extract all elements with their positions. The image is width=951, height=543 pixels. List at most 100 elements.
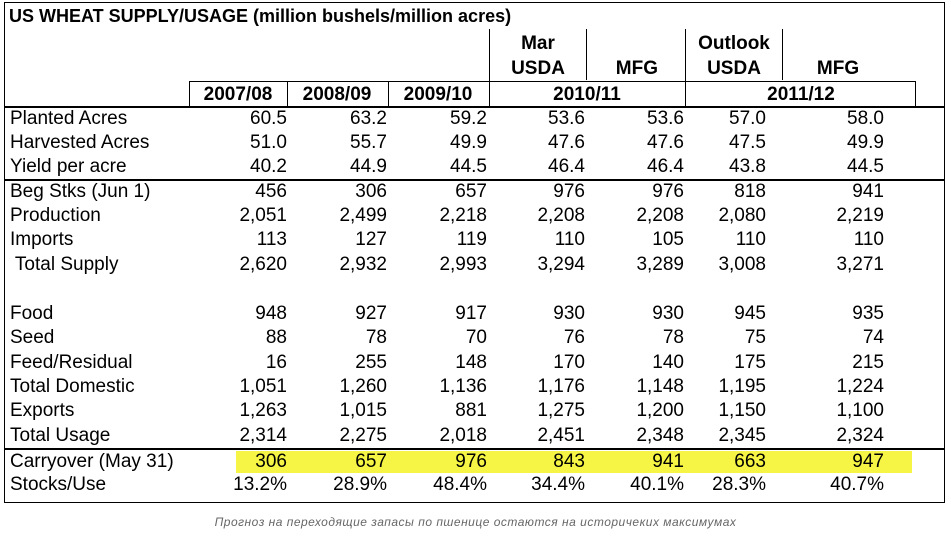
table-cell: 55.7 <box>350 132 387 153</box>
table-cell: 28.3% <box>712 474 766 495</box>
table-cell: 76 <box>563 327 585 348</box>
row-label: Stocks/Use <box>10 474 107 495</box>
table-cell: 105 <box>652 229 684 250</box>
table-cell: 976 <box>553 181 585 202</box>
table-cell: 1,275 <box>537 400 585 421</box>
row-label: Feed/Residual <box>10 352 133 373</box>
year-2011-12: 2011/12 <box>767 84 835 105</box>
table-cell: 13.2% <box>233 474 287 495</box>
table-cell: 49.9 <box>847 132 884 153</box>
table-cell: 3,008 <box>718 254 766 275</box>
table-cell: 2,018 <box>439 425 487 446</box>
table-cell: 140 <box>652 352 684 373</box>
table-cell: 1,100 <box>836 400 884 421</box>
table-cell: 16 <box>265 352 287 373</box>
table-cell: 255 <box>355 352 387 373</box>
row-label: Harvested Acres <box>10 132 150 153</box>
table-cell: 44.5 <box>450 156 487 177</box>
table-cell: 456 <box>255 181 287 202</box>
table-cell: 948 <box>255 303 287 324</box>
year-2008-09: 2008/09 <box>302 84 372 105</box>
table-cell: 51.0 <box>250 132 287 153</box>
row-label: Production <box>10 205 101 226</box>
header-outlook: Outlook <box>698 33 770 54</box>
table-cell: 2,218 <box>439 205 487 226</box>
year-2009-10: 2009/10 <box>403 84 473 105</box>
table-cell: 2,620 <box>239 254 287 275</box>
section-rule <box>4 179 945 181</box>
header-bottom-rule <box>4 106 945 108</box>
table-cell: 306 <box>255 451 287 472</box>
table-cell: 63.2 <box>350 108 387 129</box>
table-cell: 2,499 <box>339 205 387 226</box>
header-divider <box>489 29 490 108</box>
header-mfg-2011: MFG <box>816 58 860 79</box>
section-rule <box>4 448 945 450</box>
table-cell: 930 <box>553 303 585 324</box>
row-label: Food <box>10 303 54 324</box>
table-cell: 945 <box>734 303 766 324</box>
table-cell: 941 <box>852 181 884 202</box>
header-usda-2010: USDA <box>511 58 565 79</box>
table-cell: 40.2 <box>250 156 287 177</box>
table-cell: 170 <box>553 352 585 373</box>
table-cell: 657 <box>455 181 487 202</box>
table-cell: 47.6 <box>647 132 684 153</box>
table-cell: 48.4% <box>433 474 487 495</box>
table-frame <box>4 2 945 503</box>
image-caption: Прогноз на переходящие запасы по пшенице… <box>214 515 737 529</box>
table-cell: 49.9 <box>450 132 487 153</box>
table-cell: 947 <box>852 451 884 472</box>
header-mar: Mar <box>521 33 555 54</box>
year-2010-11: 2010/11 <box>553 84 621 105</box>
table-cell: 75 <box>744 327 766 348</box>
table-cell: 930 <box>652 303 684 324</box>
row-label: Carryover (May 31) <box>10 451 174 472</box>
table-cell: 1,224 <box>836 376 884 397</box>
row-label: Total Supply <box>10 254 119 275</box>
table-cell: 1,150 <box>718 400 766 421</box>
table-cell: 47.5 <box>729 132 766 153</box>
header-divider <box>915 81 916 108</box>
row-label: Seed <box>10 327 55 348</box>
table-cell: 110 <box>554 229 585 250</box>
table-cell: 2,314 <box>239 425 287 446</box>
table-cell: 58.0 <box>847 108 884 129</box>
header-divider <box>782 29 783 80</box>
table-cell: 110 <box>853 229 884 250</box>
table-cell: 1,136 <box>439 376 487 397</box>
year-2007-08: 2007/08 <box>203 84 273 105</box>
table-cell: 663 <box>734 451 766 472</box>
table-cell: 657 <box>355 451 387 472</box>
table-cell: 59.2 <box>450 108 487 129</box>
table-cell: 843 <box>553 451 585 472</box>
header-divider <box>685 29 686 108</box>
table-cell: 1,200 <box>636 400 684 421</box>
table-cell: 60.5 <box>250 108 287 129</box>
table-cell: 110 <box>735 229 766 250</box>
table-cell: 2,993 <box>439 254 487 275</box>
table-cell: 2,208 <box>537 205 585 226</box>
table-cell: 34.4% <box>531 474 585 495</box>
table-cell: 941 <box>652 451 684 472</box>
table-cell: 1,260 <box>339 376 387 397</box>
table-cell: 935 <box>852 303 884 324</box>
table-cell: 2,219 <box>836 205 884 226</box>
table-cell: 1,015 <box>339 400 387 421</box>
table-cell: 3,294 <box>537 254 585 275</box>
table-cell: 2,348 <box>636 425 684 446</box>
table-cell: 40.1% <box>630 474 684 495</box>
table-cell: 40.7% <box>830 474 884 495</box>
table-cell: 28.9% <box>333 474 387 495</box>
table-cell: 47.6 <box>548 132 585 153</box>
header-mfg-2010: MFG <box>615 58 658 79</box>
table-cell: 44.5 <box>847 156 884 177</box>
row-label: Exports <box>10 400 75 421</box>
table-cell: 976 <box>652 181 684 202</box>
table-cell: 46.4 <box>548 156 585 177</box>
table-cell: 3,289 <box>636 254 684 275</box>
table-cell: 1,051 <box>239 376 287 397</box>
row-label: Yield per acre <box>10 156 127 177</box>
table-cell: 1,148 <box>636 376 684 397</box>
row-label: Planted Acres <box>10 108 128 129</box>
